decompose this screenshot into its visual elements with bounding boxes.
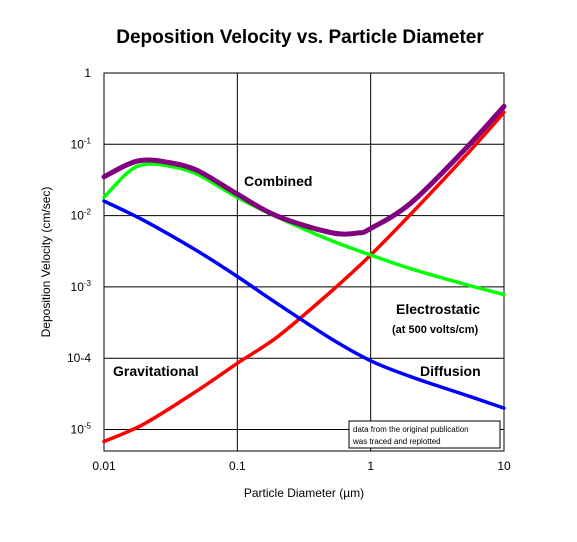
diffusion-line bbox=[102, 199, 506, 410]
y-tick-label: 10-5 bbox=[71, 422, 92, 437]
note-line-2: was traced and replotted bbox=[352, 437, 441, 446]
y-tick-label: 10-4 bbox=[67, 351, 91, 365]
chart-title: Deposition Velocity vs. Particle Diamete… bbox=[116, 27, 484, 48]
x-tick-label: 10 bbox=[497, 459, 511, 473]
combined-label: Combined bbox=[244, 173, 312, 189]
y-tick-label: 10-1 bbox=[71, 136, 92, 151]
x-axis-label: Particle Diameter (µm) bbox=[244, 486, 364, 500]
y-tick-label: 10-3 bbox=[71, 279, 92, 294]
y-tick-label: 1 bbox=[84, 66, 91, 80]
gravitational-label: Gravitational bbox=[113, 363, 199, 379]
note-box bbox=[348, 420, 501, 449]
gravitational-line bbox=[102, 110, 506, 444]
combined-line bbox=[101, 103, 507, 237]
x-tick-label: 0.1 bbox=[229, 459, 246, 473]
grid-lines bbox=[103, 72, 505, 451]
diffusion-label: Diffusion bbox=[420, 363, 481, 379]
electrostatic-label: Electrostatic bbox=[396, 301, 480, 317]
y-axis-label: Deposition Velocity (cm/sec) bbox=[39, 187, 53, 338]
y-tick-label: 10-2 bbox=[71, 208, 92, 223]
x-tick-label: 1 bbox=[367, 459, 374, 473]
x-tick-label: 0.01 bbox=[92, 459, 116, 473]
electrostatic-sub-label: (at 500 volts/cm) bbox=[392, 324, 479, 336]
series-lines bbox=[101, 103, 507, 444]
plot-frame bbox=[103, 72, 505, 452]
x-axis-ticks: 0.01 0.1 1 10 bbox=[92, 459, 511, 473]
y-axis-ticks: 1 10-1 10-2 10-3 10-4 10-5 bbox=[67, 66, 92, 437]
note-line-1: data from the original publication bbox=[353, 425, 469, 434]
